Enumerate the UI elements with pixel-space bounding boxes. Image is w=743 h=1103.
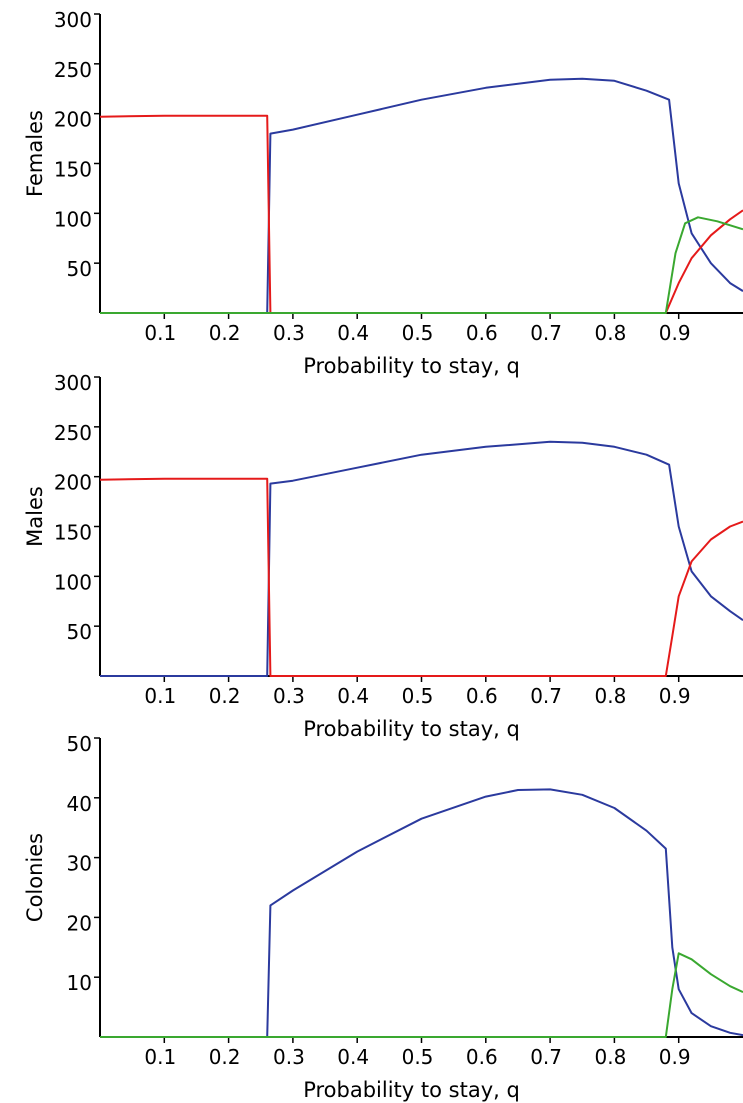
y-tick-label: 200 bbox=[54, 471, 92, 495]
x-tick-label: 0.1 bbox=[144, 684, 176, 708]
y-tick-label: 50 bbox=[67, 620, 92, 644]
x-tick-label: 0.2 bbox=[209, 321, 241, 345]
y-tick-label: 50 bbox=[67, 257, 92, 281]
x-tick-label: 0.6 bbox=[466, 684, 498, 708]
x-tick-label: 0.4 bbox=[337, 1045, 369, 1069]
series-line-2 bbox=[100, 952, 743, 1038]
y-axis-label: Females bbox=[23, 110, 47, 197]
y-tick-label: 300 bbox=[54, 371, 92, 395]
y-tick-label: 250 bbox=[54, 421, 92, 445]
x-axis-label: Probability to stay, q bbox=[303, 1078, 520, 1102]
y-tick-label: 20 bbox=[67, 911, 92, 935]
y-tick-label: 100 bbox=[54, 570, 92, 594]
x-tick-label: 0.4 bbox=[337, 321, 369, 345]
y-tick-label: 200 bbox=[54, 108, 92, 132]
x-axis-label: Probability to stay, q bbox=[303, 717, 520, 741]
series-line-1 bbox=[100, 77, 743, 314]
y-tick-label: 10 bbox=[67, 971, 92, 995]
x-tick-label: 0.5 bbox=[402, 684, 434, 708]
x-tick-label: 0.8 bbox=[594, 1045, 626, 1069]
x-axis-label: Probability to stay, q bbox=[303, 354, 520, 378]
x-tick-label: 0.8 bbox=[594, 684, 626, 708]
series-line-1 bbox=[100, 440, 743, 677]
x-tick-label: 0.9 bbox=[659, 684, 691, 708]
x-tick-label: 0.7 bbox=[530, 321, 562, 345]
x-tick-label: 0.6 bbox=[466, 1045, 498, 1069]
x-tick-label: 0.5 bbox=[402, 321, 434, 345]
y-tick-label: 300 bbox=[54, 8, 92, 32]
x-tick-label: 0.9 bbox=[659, 1045, 691, 1069]
series-line-2 bbox=[99, 114, 743, 314]
x-tick-label: 0.6 bbox=[466, 321, 498, 345]
x-tick-label: 0.2 bbox=[209, 1045, 241, 1069]
series-line-2 bbox=[99, 477, 743, 677]
y-axis-label: Colonies bbox=[23, 833, 47, 922]
y-tick-label: 50 bbox=[67, 732, 92, 756]
series-line-1 bbox=[100, 788, 743, 1038]
x-tick-label: 0.5 bbox=[402, 1045, 434, 1069]
chart-panel-colonies: 10 20 30 40 50 0.1 0.2 0.3 0.4 0.5 0.6 0.7 0.8 0.9 Pro… bbox=[23, 732, 743, 1102]
x-tick-label: 0.1 bbox=[144, 321, 176, 345]
y-tick-label: 150 bbox=[54, 521, 92, 545]
x-tick-label: 0.8 bbox=[594, 321, 626, 345]
x-tick-label: 0.3 bbox=[273, 1045, 305, 1069]
y-axis-label: Males bbox=[23, 486, 47, 547]
y-tick-label: 150 bbox=[54, 158, 92, 182]
y-tick-label: 250 bbox=[54, 58, 92, 82]
x-tick-label: 0.4 bbox=[337, 684, 369, 708]
y-tick-label: 30 bbox=[67, 852, 92, 876]
x-tick-label: 0.3 bbox=[273, 321, 305, 345]
x-tick-label: 0.2 bbox=[209, 684, 241, 708]
x-tick-label: 0.9 bbox=[659, 321, 691, 345]
x-tick-label: 0.7 bbox=[530, 684, 562, 708]
x-tick-label: 0.7 bbox=[530, 1045, 562, 1069]
x-tick-label: 0.1 bbox=[144, 1045, 176, 1069]
chart-panel-males: 50 100 150 200 250 300 0.1 0.2 0.3 0.4 0.5 0.6 0.7 0.… bbox=[23, 371, 743, 741]
y-tick-label: 100 bbox=[54, 207, 92, 231]
series-line-3 bbox=[100, 216, 743, 314]
y-tick-label: 40 bbox=[67, 792, 92, 816]
x-tick-label: 0.3 bbox=[273, 684, 305, 708]
chart-panel-females: 50 100 150 200 250 300 0.1 0.2 0.3 0.4 0.5 0.6 0.7 0.… bbox=[23, 8, 743, 378]
